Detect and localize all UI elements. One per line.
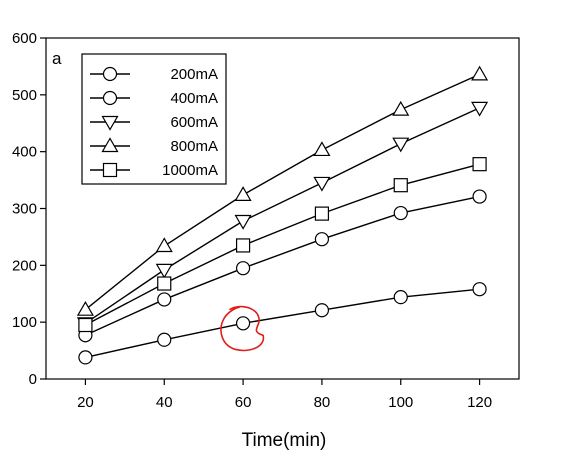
x-tick-label: 80 (314, 394, 331, 411)
data-point (471, 101, 489, 117)
legend-label: 1000mA (162, 162, 218, 179)
series-800ma (76, 65, 489, 316)
data-point (393, 290, 408, 305)
series-1000ma (78, 157, 487, 333)
data-point (155, 237, 173, 253)
data-point (471, 65, 489, 81)
legend-label: 400mA (170, 90, 218, 107)
legend-marker (102, 90, 118, 106)
legend-marker (102, 162, 118, 178)
x-tick-label: 40 (156, 394, 173, 411)
data-point (392, 100, 410, 116)
data-point (234, 214, 252, 230)
data-point (313, 176, 331, 192)
legend-label: 800mA (170, 138, 218, 155)
series-layer (76, 65, 489, 365)
data-point (472, 189, 487, 204)
y-tick-label: 200 (12, 257, 37, 274)
legend-item: 800mA (90, 137, 218, 155)
series-line (85, 163, 480, 326)
legend-marker (102, 66, 118, 82)
data-point (235, 316, 251, 331)
annotation-layer (220, 305, 265, 352)
y-axis: 0 100 200 300 400 500 600 (12, 30, 46, 388)
legend-item: 600mA (90, 114, 218, 131)
x-tick-label: 120 (467, 394, 492, 411)
data-point (157, 332, 172, 347)
data-point (234, 186, 252, 201)
data-point (314, 206, 330, 221)
legend-item: 1000mA (90, 162, 218, 179)
y-tick-label: 600 (12, 30, 37, 47)
data-point (235, 261, 251, 276)
series-line (85, 288, 480, 359)
legend-item: 200mA (90, 66, 218, 83)
y-tick-label: 300 (12, 201, 37, 218)
x-tick-label: 100 (388, 394, 413, 411)
series-line (85, 195, 480, 336)
data-point (235, 238, 251, 253)
legend-marker (101, 115, 119, 131)
data-point (314, 303, 330, 318)
x-axis-label: Time(min) (242, 430, 327, 451)
data-point (155, 263, 173, 279)
x-tick-label: 60 (235, 394, 252, 411)
data-point (76, 300, 94, 316)
y-tick-label: 100 (12, 314, 37, 331)
x-axis: 20 40 60 80 100 120 (77, 379, 492, 411)
data-point (393, 205, 408, 221)
legend: 200mA 400mA 600mA 800mA 1000mA (81, 53, 227, 185)
data-point (78, 317, 93, 333)
y-tick-label: 400 (12, 144, 37, 161)
annotation-circle (220, 305, 265, 352)
series-200ma (78, 282, 487, 365)
data-point (78, 350, 93, 365)
data-point (314, 232, 330, 247)
y-tick-label: 0 (29, 371, 37, 388)
data-point (157, 276, 172, 291)
y-tick-label: 500 (12, 87, 37, 104)
data-point (472, 157, 487, 172)
data-point (472, 282, 487, 297)
x-tick-label: 20 (77, 394, 94, 411)
panel-label: a (52, 49, 62, 68)
data-point (313, 141, 331, 157)
legend-marker (101, 137, 119, 153)
series-line (84, 73, 480, 311)
legend-label: 600mA (170, 114, 218, 131)
series-line (85, 107, 480, 324)
legend-label: 200mA (170, 66, 218, 83)
data-point (392, 137, 410, 153)
data-point (157, 292, 172, 307)
data-point (393, 178, 408, 193)
legend-item: 400mA (90, 90, 218, 107)
